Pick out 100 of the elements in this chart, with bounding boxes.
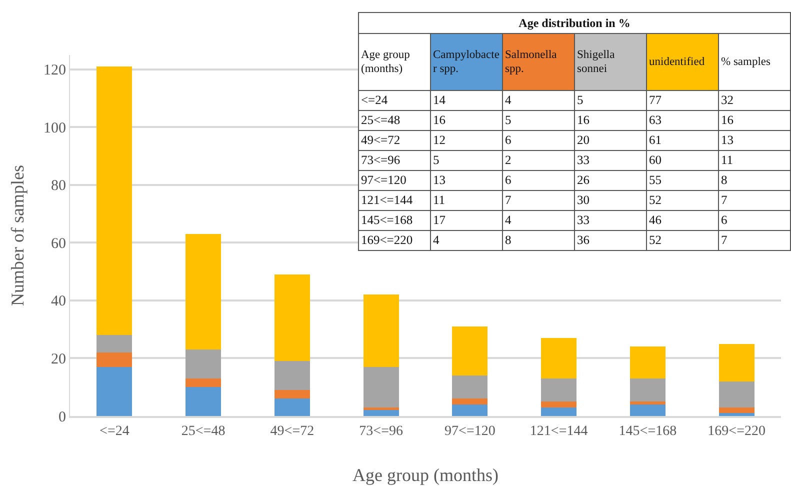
data-label: 6 [502,130,574,150]
data-label: 7 [718,230,790,250]
bar [452,326,488,376]
data-label: 7 [502,190,574,210]
x-tick-label: Campylobacter spp. [430,34,502,90]
x-tick-label: Salmonella spp. [502,34,574,90]
data-label: 55 [646,170,718,190]
data-label: 17 [430,210,502,230]
y-tick-label: 49<=72 [358,130,430,150]
y-tick-label: 73<=96 [358,150,430,170]
data-label: 16 [430,110,502,130]
bar [274,390,310,399]
data-label: 33 [574,150,646,170]
data-label: 36 [574,230,646,250]
bar [363,294,399,367]
data-label: 33 [574,210,646,230]
data-label: 8 [502,230,574,250]
data-label: 12 [430,130,502,150]
x-tick-label: 25<=48 [181,424,226,439]
bar [363,366,399,408]
data-label: 32 [718,90,790,110]
data-label: 26 [574,170,646,190]
data-label: 63 [646,110,718,130]
bar [630,346,666,378]
bar [630,404,666,416]
bar [96,335,132,352]
bar [96,66,132,336]
bar [541,378,577,402]
y-tick-label: <=24 [358,90,430,110]
y-tick-label: 40 [51,294,66,310]
data-label: 5 [502,110,574,130]
x-tick-label: Shigella sonnei [574,34,646,90]
y-tick-label: 60 [51,236,66,252]
x-tick-label: <=24 [100,424,130,439]
data-label: 13 [430,170,502,190]
y-tick-label: 169<=220 [358,230,430,250]
data-label: 4 [502,90,574,110]
y-tick-label: 120 [44,62,66,79]
y-axis-title: Number of samples [8,165,28,306]
data-label: 8 [718,170,790,190]
bar [718,344,754,382]
data-label: 6 [502,170,574,190]
data-label: 16 [574,110,646,130]
y-axis-title: Age group (months) [358,34,430,90]
bar [718,381,754,408]
bar [452,398,488,404]
y-tick-label: 25<=48 [358,110,430,130]
data-label: 52 [646,230,718,250]
y-tick-label: 20 [51,351,66,368]
bar [186,378,222,388]
bar [363,410,399,416]
bar [96,352,132,367]
bar [541,402,577,408]
x-axis-title: Age group (months) [352,465,498,485]
data-label: 20 [574,130,646,150]
data-label: 77 [646,90,718,110]
bar [274,361,310,390]
x-tick-label: 169<=220 [708,424,766,439]
data-label: 2 [502,150,574,170]
data-label: 61 [646,130,718,150]
data-label: 52 [646,190,718,210]
bar [186,387,222,416]
data-label: 60 [646,150,718,170]
x-tick-label: 121<=144 [530,424,588,439]
data-label: 5 [574,90,646,110]
bar [274,274,310,362]
x-tick-label: 97<=120 [444,424,496,439]
y-tick-label: 145<=168 [358,210,430,230]
y-tick-label: 121<=144 [358,190,430,210]
chart-title: Age distribution in % [358,12,790,34]
data-label: 11 [718,150,790,170]
bar [541,338,577,378]
bar [452,376,488,399]
bar [96,366,132,416]
bar [541,407,577,416]
x-tick-label: % samples [718,34,790,90]
data-label: 13 [718,130,790,150]
data-label: 11 [430,190,502,210]
y-tick-label: 97<=120 [358,170,430,190]
data-label: 7 [718,190,790,210]
y-tick-label: 100 [44,120,66,136]
bar [718,407,754,414]
y-tick-label: 0 [58,409,66,426]
x-tick-label: unidentified [646,34,718,90]
data-label: 6 [718,210,790,230]
x-tick-label: 145<=168 [618,424,677,439]
data-label: 16 [718,110,790,130]
data-label: 46 [646,210,718,230]
bar [452,404,488,416]
bar [274,398,310,416]
data-label: 4 [502,210,574,230]
data-label: 14 [430,90,502,110]
bar [186,234,222,350]
data-label: 5 [430,150,502,170]
x-tick-label: 49<=72 [270,424,314,439]
bar [630,378,666,402]
data-label: 30 [574,190,646,210]
bar [630,402,666,404]
bar [186,350,222,378]
bar [718,413,754,416]
